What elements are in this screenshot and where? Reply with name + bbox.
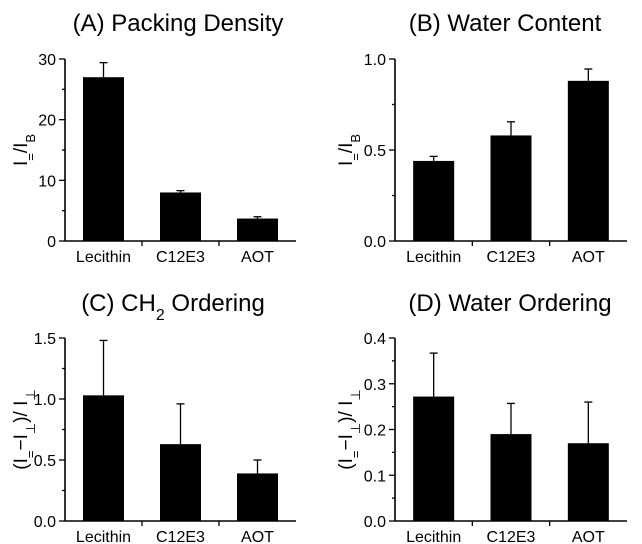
y-tick-label: 0.5 [34, 453, 56, 470]
text-part: = [348, 153, 363, 161]
x-tick-label: AOT [241, 529, 274, 544]
x-tick-label: Lecithin [406, 529, 461, 544]
x-tick-label: C12E3 [487, 249, 536, 266]
y-tick-label: 1.0 [34, 392, 56, 409]
x-tick-label: C12E3 [156, 529, 205, 544]
y-tick-label: 20 [38, 113, 56, 130]
bar-c12e3 [490, 434, 532, 521]
text-part: ⊥ [348, 389, 363, 400]
y-axis-label: I=/IB [11, 134, 38, 166]
text-part: = [23, 451, 38, 459]
bar-aot [567, 80, 609, 241]
y-axis-label: (I=−I⊥)/ I⊥ [336, 389, 363, 469]
text-part: Ordering [165, 290, 265, 317]
text-part: B [23, 134, 38, 143]
y-tick-label: 0 [47, 234, 56, 251]
chart-title: (D) Water Ordering [408, 290, 611, 317]
x-tick-label: AOT [572, 249, 605, 266]
text-part: ⊥ [348, 423, 363, 434]
bar-c12e3 [160, 192, 201, 241]
y-tick-label: 0.0 [364, 514, 386, 531]
y-tick-label: 10 [38, 173, 56, 190]
chart-panel-3: (C) CH2 Ordering(I=−I⊥)/ I⊥Lecithin C12E3… [11, 290, 296, 544]
chart-panel-1: (A) Packing Density I=/IB Lecithin C12E3 AOT… [11, 10, 296, 266]
x-tick-label: Lecithin [76, 249, 131, 266]
x-tick-label: Lecithin [406, 249, 461, 266]
y-tick-label: 0.0 [34, 514, 56, 531]
text-part: = [23, 153, 38, 161]
text-part: (I [336, 458, 357, 470]
chart-title: (B) Water Content [409, 10, 602, 37]
text-part: ⊥ [23, 423, 38, 434]
y-tick-label: 30 [38, 52, 56, 69]
text-part: = [348, 451, 363, 459]
chart-title: (A) Packing Density [73, 10, 284, 37]
text-part: (I [11, 458, 32, 470]
chart-panel-4: (D) Water Ordering(I=−I⊥)/ I⊥Lecithin C12… [336, 290, 627, 544]
text-part: B [348, 134, 363, 143]
x-tick-label: AOT [241, 249, 274, 266]
y-axis-label: I=/IB [336, 134, 363, 166]
y-tick-label: 0.4 [364, 331, 386, 348]
text-part: I [11, 161, 32, 166]
bar-lecithin [413, 396, 455, 521]
y-tick-label: 0.2 [364, 423, 386, 440]
text-part: −I [336, 434, 357, 450]
x-tick-label: C12E3 [487, 529, 536, 544]
y-tick-label: 0.0 [364, 234, 386, 251]
bar-c12e3 [490, 135, 532, 241]
bar-aot [237, 473, 278, 521]
text-part: 2 [156, 307, 165, 324]
y-tick-label: 0.3 [364, 377, 386, 394]
x-tick-label: Lecithin [76, 529, 131, 544]
text-part: /I [11, 143, 32, 154]
text-part: ⊥ [23, 389, 38, 400]
text-part: /I [336, 143, 357, 154]
x-tick-label: C12E3 [156, 249, 205, 266]
text-part: )/ I [336, 401, 357, 423]
text-part: −I [11, 434, 32, 450]
text-part: I [336, 161, 357, 166]
y-tick-label: 1.0 [364, 52, 386, 69]
y-axis-label: (I=−I⊥)/ I⊥ [11, 389, 38, 469]
chart-panel-2: (B) Water Content I=/IB Lecithin C12E3 AOT 0.… [336, 10, 627, 266]
y-tick-label: 1.5 [34, 331, 56, 348]
bar-aot [567, 443, 609, 521]
x-tick-label: AOT [572, 529, 605, 544]
bar-lecithin [413, 160, 455, 241]
chart-title: (C) CH2 Ordering [81, 290, 265, 324]
y-tick-label: 0.5 [364, 143, 386, 160]
text-part: (C) CH [81, 290, 156, 317]
bar-aot [237, 218, 278, 241]
bar-lecithin [83, 395, 124, 521]
bar-c12e3 [160, 444, 201, 521]
text-part: )/ I [11, 401, 32, 423]
y-tick-label: 0.1 [364, 468, 386, 485]
bar-lecithin [83, 77, 124, 241]
